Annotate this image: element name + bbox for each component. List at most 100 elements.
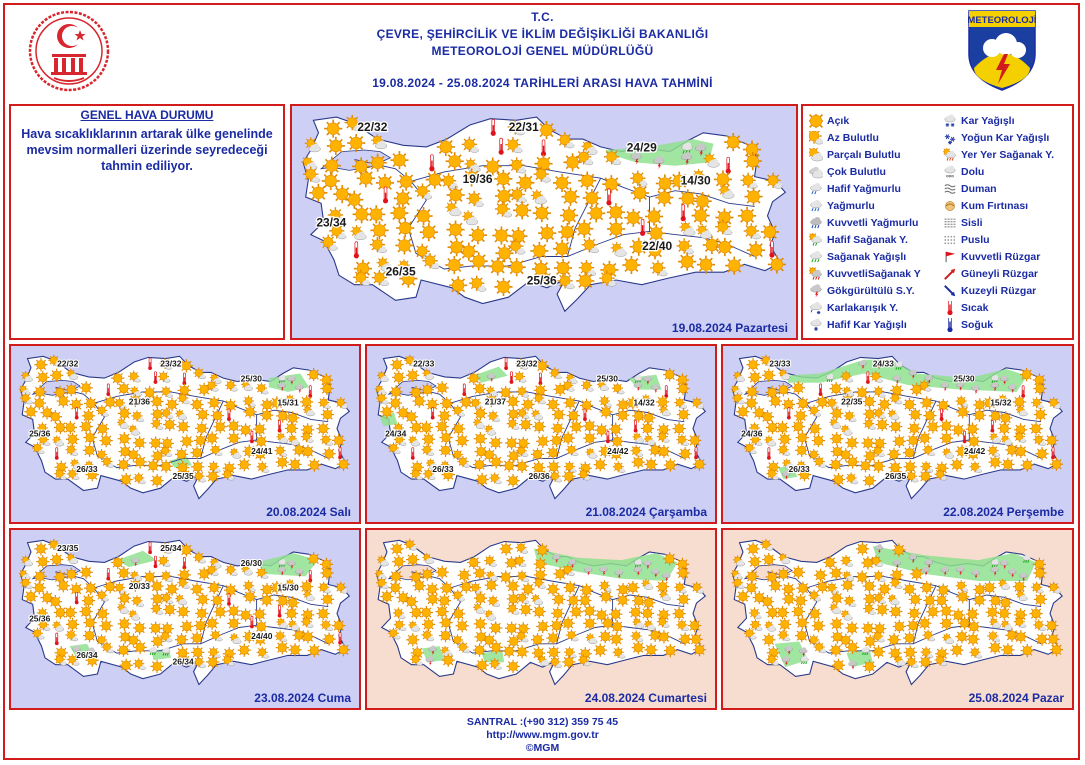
sun-icon [146, 459, 160, 473]
sun-icon [536, 619, 550, 634]
sun-icon [676, 592, 691, 606]
few-clouds-icon [873, 592, 886, 604]
few-clouds-icon [128, 370, 141, 383]
sun-icon [813, 568, 828, 582]
rain-icon [810, 199, 822, 211]
few-clouds-icon [375, 577, 389, 589]
sun-icon [829, 381, 843, 396]
sun-icon [390, 542, 404, 556]
sun-icon [965, 422, 980, 436]
footer-url[interactable]: http://www.mgm.gov.tr [486, 729, 599, 741]
hot-icon [606, 188, 612, 206]
thunderstorm-icon [848, 660, 857, 670]
thunderstorm-icon [1018, 572, 1028, 582]
sun-icon [150, 579, 164, 593]
partly-cloudy-icon [276, 432, 289, 444]
few-clouds-icon [157, 555, 171, 567]
sun-icon [602, 175, 621, 194]
few-clouds-icon [691, 397, 704, 409]
sun-icon [841, 578, 855, 592]
sun-icon [133, 436, 147, 450]
few-clouds-icon [549, 470, 563, 483]
sun-icon [84, 396, 98, 411]
hot-icon [633, 420, 638, 433]
sun-icon [489, 455, 503, 469]
sun-icon [79, 419, 93, 434]
partly-cloudy-icon [764, 620, 777, 632]
hot-icon [382, 186, 389, 204]
sun-icon [795, 430, 809, 445]
sun-icon [260, 408, 274, 422]
region-temperature: 25/36 [527, 274, 557, 288]
legend-label: Parçalı Bulutlu [827, 148, 901, 161]
sun-icon [409, 570, 423, 584]
thunderstorm-icon [784, 645, 793, 656]
sun-icon [663, 643, 677, 658]
sun-icon [988, 409, 1003, 423]
sun-icon [579, 583, 594, 597]
sun-icon [451, 607, 466, 621]
few-clouds-icon [31, 442, 45, 455]
sun-icon [128, 393, 142, 408]
hot-icon [990, 420, 995, 433]
few-clouds-icon [36, 422, 50, 435]
sun-icon [63, 420, 77, 435]
sun-icon [421, 617, 436, 632]
legend-label: Kuvvetli Rüzgar [961, 250, 1041, 263]
sun-icon [552, 173, 572, 192]
few-clouds-icon [344, 114, 362, 131]
sun-icon [419, 223, 438, 242]
partly-cloudy-icon [84, 460, 97, 472]
sun-icon [190, 631, 204, 645]
sun-icon [746, 358, 760, 372]
few-clouds-icon [516, 407, 530, 420]
sun-icon [455, 433, 469, 448]
sun-icon [768, 394, 783, 408]
sun-icon [630, 183, 649, 203]
sun-icon [561, 187, 580, 206]
few-clouds-icon [221, 468, 235, 481]
sun-icon [238, 423, 253, 437]
few-clouds-icon [494, 201, 513, 218]
few-clouds-icon [1031, 397, 1044, 409]
sun-icon [644, 207, 664, 226]
sun-icon [1020, 643, 1034, 658]
sun-icon [227, 419, 241, 433]
few-clouds-icon [31, 627, 45, 640]
legend-item: Hafif Sağanak Y. [809, 231, 908, 248]
sun-icon [607, 219, 626, 239]
hot-icon [962, 430, 967, 444]
sun-icon [616, 408, 630, 422]
few-clouds-icon [565, 629, 579, 642]
few-clouds-icon [19, 577, 33, 589]
thunderstorm-icon [940, 381, 949, 392]
sun-icon [535, 359, 550, 373]
sun-icon [795, 443, 809, 457]
sun-icon [906, 618, 920, 633]
sun-icon [393, 189, 412, 208]
sun-icon [862, 579, 877, 593]
hot-icon [606, 430, 610, 444]
sun-icon [830, 617, 844, 631]
partly-cloudy-icon [778, 553, 791, 565]
sun-icon [830, 406, 844, 421]
sun-icon [34, 542, 48, 556]
sun-icon [547, 645, 561, 659]
sun-icon [489, 436, 503, 450]
few-clouds-icon [489, 472, 502, 485]
cold-icon [947, 317, 953, 332]
few-clouds-icon [37, 434, 51, 446]
sun-icon [320, 592, 335, 606]
sun-icon [191, 645, 205, 659]
sun-icon [165, 397, 179, 412]
footer-copyright: ©MGM [525, 742, 560, 754]
hot-icon [250, 430, 254, 444]
legend-item: Kuzeyli Rüzgar [943, 282, 1036, 299]
sun-icon [892, 543, 906, 557]
sun-icon [531, 460, 546, 475]
legend-item: Kuvvetli Rüzgar [943, 248, 1040, 265]
region-temperature: 22/31 [509, 120, 539, 134]
sun-icon [492, 226, 511, 245]
few-clouds-icon [777, 444, 791, 456]
hot-icon [182, 372, 187, 386]
